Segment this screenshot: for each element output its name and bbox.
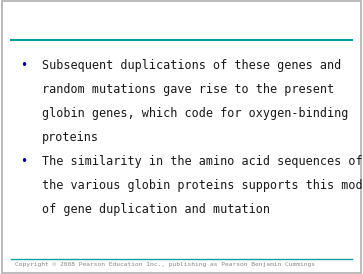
Text: Copyright © 2008 Pearson Education Inc., publishing as Pearson Benjamin Cummings: Copyright © 2008 Pearson Education Inc.,… <box>15 262 314 267</box>
Text: of gene duplication and mutation: of gene duplication and mutation <box>42 203 270 216</box>
Text: •: • <box>20 155 27 168</box>
Text: Subsequent duplications of these genes and: Subsequent duplications of these genes a… <box>42 59 341 72</box>
Text: globin genes, which code for oxygen-binding: globin genes, which code for oxygen-bind… <box>42 107 348 120</box>
Text: •: • <box>20 59 27 72</box>
Text: the various globin proteins supports this model: the various globin proteins supports thi… <box>42 179 363 192</box>
Text: random mutations gave rise to the present: random mutations gave rise to the presen… <box>42 83 334 96</box>
Text: The similarity in the amino acid sequences of: The similarity in the amino acid sequenc… <box>42 155 362 168</box>
Text: proteins: proteins <box>42 131 99 144</box>
